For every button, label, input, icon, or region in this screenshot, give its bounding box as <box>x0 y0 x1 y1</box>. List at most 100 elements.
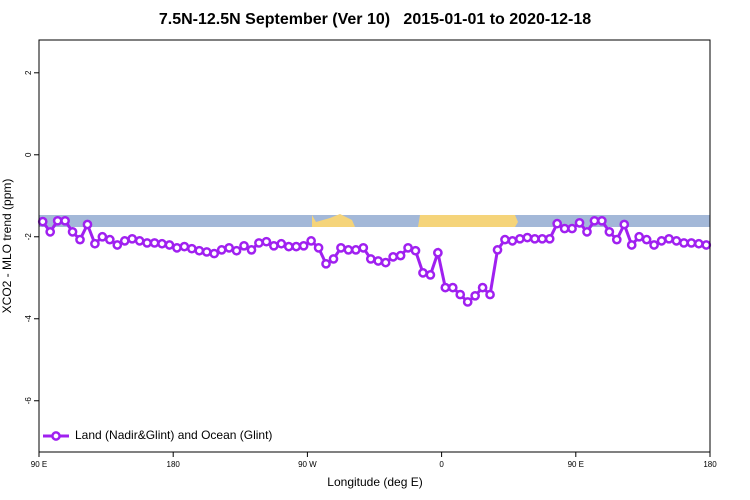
data-point <box>418 268 428 278</box>
data-point <box>298 240 309 251</box>
data-point <box>649 240 659 250</box>
data-point <box>477 282 488 293</box>
data-point <box>157 238 167 249</box>
data-point <box>582 227 592 237</box>
data-point <box>500 234 510 245</box>
x-tick-label: 90 E <box>31 460 47 469</box>
data-point <box>679 238 689 248</box>
data-point <box>380 257 391 268</box>
data-point <box>224 242 234 253</box>
data-point <box>358 242 369 253</box>
data-point <box>306 236 316 246</box>
data-point <box>470 290 480 301</box>
data-point <box>216 245 227 255</box>
data-point <box>75 234 85 245</box>
data-point <box>201 247 212 257</box>
data-point <box>567 223 577 234</box>
y-tick-label: -2 <box>24 233 33 241</box>
x-axis-label: Longitude (deg E) <box>327 475 422 489</box>
data-point <box>529 233 540 244</box>
data-point <box>641 234 652 245</box>
data-point <box>291 241 302 252</box>
data-point <box>127 233 138 244</box>
data-point <box>410 245 421 256</box>
data-point <box>492 245 503 255</box>
data-point <box>455 289 466 300</box>
data-point <box>134 236 145 246</box>
ocean-band <box>39 215 710 227</box>
data-point <box>246 245 257 255</box>
data-point <box>112 240 123 250</box>
legend-label: Land (Nadir&Glint) and Ocean (Glint) <box>75 428 272 442</box>
land-ocean-band <box>39 214 710 227</box>
data-point <box>544 233 555 244</box>
data-point <box>119 236 130 246</box>
data-point <box>597 215 607 226</box>
chart-title: 7.5N-12.5N September (Ver 10) 2015-01-01… <box>159 11 591 28</box>
data-point <box>552 218 563 229</box>
data-point <box>589 215 600 226</box>
data-point <box>462 297 473 307</box>
data-point <box>321 258 331 269</box>
data-point <box>619 219 630 230</box>
data-point <box>149 238 160 248</box>
data-point <box>604 227 615 237</box>
data-point <box>276 238 287 249</box>
data-point <box>172 242 182 253</box>
data-point <box>686 238 697 248</box>
y-tick-label: 0 <box>24 152 33 157</box>
data-point <box>336 242 346 253</box>
data-point <box>701 240 712 250</box>
data-point <box>283 241 294 252</box>
data-point <box>328 254 339 264</box>
data-point <box>440 282 451 293</box>
plot-area <box>37 215 712 307</box>
data-point <box>664 233 674 244</box>
land-patch <box>418 215 518 227</box>
data-point <box>52 215 63 226</box>
data-point <box>425 270 436 280</box>
data-point <box>313 242 324 253</box>
data-point <box>142 238 152 248</box>
data-point <box>90 238 100 249</box>
data-point <box>611 234 622 245</box>
y-tick-label: 2 <box>24 70 33 75</box>
data-point <box>559 223 570 234</box>
data-point <box>388 252 398 262</box>
legend-marker <box>51 431 61 441</box>
data-point <box>626 240 637 250</box>
data-point <box>433 247 443 258</box>
data-point <box>634 231 645 242</box>
y-tick-label: -6 <box>24 397 33 405</box>
data-point <box>373 256 384 266</box>
plot-frame <box>38 39 711 453</box>
x-tick-label: 180 <box>167 460 181 469</box>
data-point <box>194 245 205 256</box>
y-tick-label: -4 <box>24 315 33 323</box>
x-tick-label: 0 <box>439 460 444 469</box>
data-point <box>447 282 458 293</box>
data-point <box>239 240 249 251</box>
data-point <box>179 241 190 252</box>
data-point <box>186 243 197 254</box>
data-point <box>537 233 548 244</box>
data-point <box>37 216 48 227</box>
data-point <box>231 245 242 256</box>
data-point <box>343 245 354 255</box>
y-axis-label: XCO2 - MLO trend (ppm) <box>0 179 14 314</box>
data-point <box>365 254 376 264</box>
data-point <box>164 240 175 250</box>
land-patch <box>312 214 355 227</box>
data-point <box>574 217 585 228</box>
data-point <box>485 289 495 300</box>
data-point <box>97 231 108 242</box>
data-point <box>60 215 70 226</box>
data-point <box>67 227 78 237</box>
data-point <box>254 238 264 248</box>
x-tick-label: 90 E <box>568 460 584 469</box>
data-point <box>395 250 406 261</box>
data-point <box>522 232 533 243</box>
data-point <box>209 248 220 259</box>
data-point <box>671 236 682 246</box>
